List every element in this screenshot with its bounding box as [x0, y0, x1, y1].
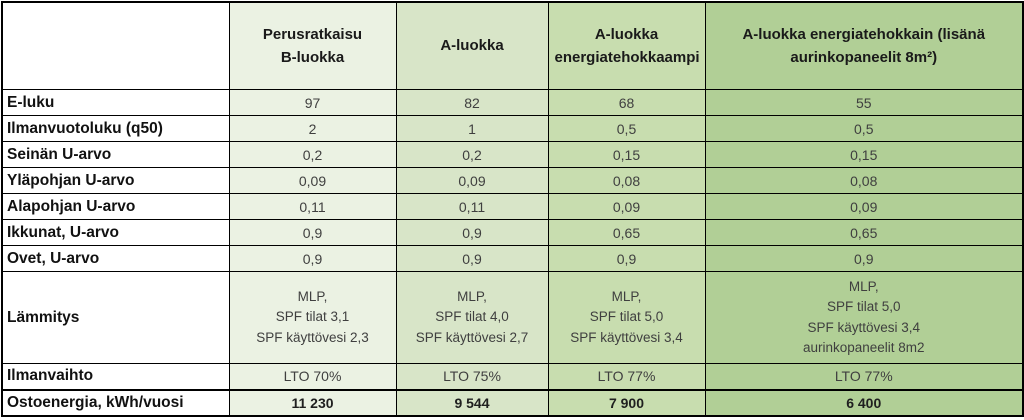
cell-value: MLP, SPF tilat 5,0 SPF käyttövesi 3,4 [547, 271, 706, 364]
row-label: Seinän U-arvo [1, 141, 230, 168]
cell-value: 0,08 [547, 167, 706, 194]
cell-value: MLP, SPF tilat 3,1 SPF käyttövesi 2,3 [228, 271, 397, 364]
row-label: Yläpohjan U-arvo [1, 167, 230, 194]
table-row: E-luku 97 82 68 55 [1, 89, 1024, 116]
cell-value: 6 400 [704, 388, 1024, 416]
cell-value: MLP, SPF tilat 4,0 SPF käyttövesi 2,7 [395, 271, 549, 364]
cell-value: 0,09 [547, 193, 706, 220]
row-label: Ovet, U-arvo [1, 245, 230, 272]
cell-value: 0,15 [704, 141, 1024, 168]
table-row-total: Ostoenergia, kWh/vuosi 11 230 9 544 7 90… [1, 388, 1024, 416]
cell-value: 1 [395, 115, 549, 142]
cell-value: 68 [547, 89, 706, 116]
cell-value: 0,9 [547, 245, 706, 272]
cell-value: 2 [228, 115, 397, 142]
row-label: Ilmanvaihto [1, 363, 230, 390]
cell-value: 0,5 [704, 115, 1024, 142]
table-row: Ovet, U-arvo 0,9 0,9 0,9 0,9 [1, 245, 1024, 272]
table-row: Yläpohjan U-arvo 0,09 0,09 0,08 0,08 [1, 167, 1024, 194]
cell-value: 97 [228, 89, 397, 116]
cell-value: 0,9 [228, 219, 397, 246]
cell-value: LTO 77% [547, 363, 706, 390]
cell-value: 0,9 [704, 245, 1024, 272]
cell-value: 11 230 [228, 388, 397, 416]
table-row: Seinän U-arvo 0,2 0,2 0,15 0,15 [1, 141, 1024, 168]
cell-value: 0,65 [704, 219, 1024, 246]
table-row-lammitys: Lämmitys MLP, SPF tilat 3,1 SPF käyttöve… [1, 271, 1024, 364]
corner-cell [1, 1, 230, 90]
row-label: Ilmanvuotoluku (q50) [1, 115, 230, 142]
cell-value: 0,15 [547, 141, 706, 168]
column-header-energiatehokkain: A-luokka energiatehokkain (lisänä aurink… [704, 1, 1024, 90]
cell-value: 9 544 [395, 388, 549, 416]
cell-value: 0,11 [395, 193, 549, 220]
cell-value: LTO 77% [704, 363, 1024, 390]
cell-value: 0,2 [395, 141, 549, 168]
cell-value: 0,65 [547, 219, 706, 246]
cell-value: 0,5 [547, 115, 706, 142]
table-row: Alapohjan U-arvo 0,11 0,11 0,09 0,09 [1, 193, 1024, 220]
cell-value: 0,09 [704, 193, 1024, 220]
table-row: Ikkunat, U-arvo 0,9 0,9 0,65 0,65 [1, 219, 1024, 246]
row-label: Lämmitys [1, 271, 230, 364]
cell-value: 0,9 [395, 245, 549, 272]
cell-value: 0,9 [395, 219, 549, 246]
cell-value: 82 [395, 89, 549, 116]
row-label: Ikkunat, U-arvo [1, 219, 230, 246]
cell-value: 0,11 [228, 193, 397, 220]
cell-value: MLP, SPF tilat 5,0 SPF käyttövesi 3,4 au… [704, 271, 1024, 364]
column-header-energiatehokkaampi: A-luokka energiatehokkaampi [547, 1, 706, 90]
table-row: Ilmanvuotoluku (q50) 2 1 0,5 0,5 [1, 115, 1024, 142]
cell-value: LTO 70% [228, 363, 397, 390]
cell-value: 0,09 [395, 167, 549, 194]
row-label: E-luku [1, 89, 230, 116]
row-label: Alapohjan U-arvo [1, 193, 230, 220]
row-label: Ostoenergia, kWh/vuosi [1, 388, 230, 416]
table-row: Ilmanvaihto LTO 70% LTO 75% LTO 77% LTO … [1, 363, 1024, 390]
cell-value: 7 900 [547, 388, 706, 416]
cell-value: 0,08 [704, 167, 1024, 194]
cell-value: 0,09 [228, 167, 397, 194]
cell-value: 0,9 [228, 245, 397, 272]
column-header-a-luokka: A-luokka [395, 1, 549, 90]
header-row: Perusratkaisu B-luokka A-luokka A-luokka… [1, 1, 1024, 90]
cell-value: LTO 75% [395, 363, 549, 390]
cell-value: 55 [704, 89, 1024, 116]
cell-value: 0,2 [228, 141, 397, 168]
column-header-perusratkaisu: Perusratkaisu B-luokka [228, 1, 397, 90]
